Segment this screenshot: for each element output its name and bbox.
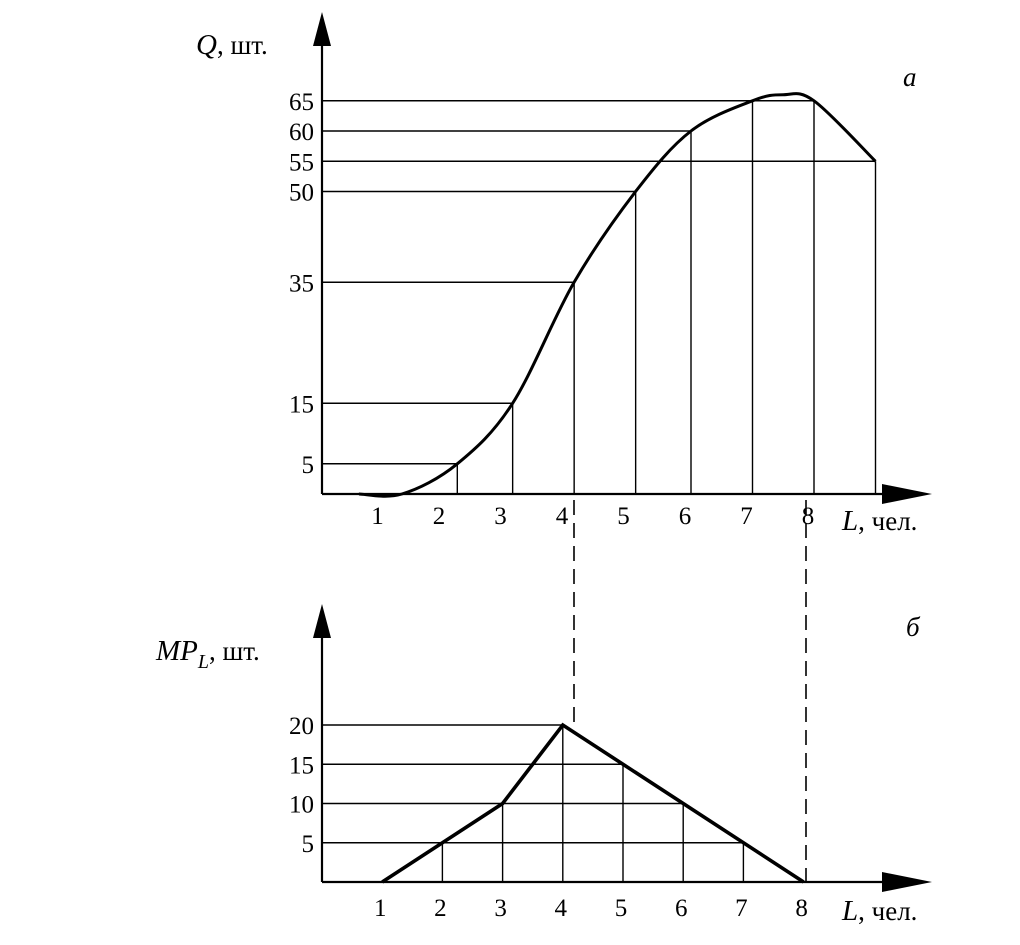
y-tick-labels-a: 5 15 35 50 55 60 65 <box>289 89 314 479</box>
y-axis-title-a: Q, шт. <box>196 29 268 61</box>
y-tick-label-a: 35 <box>289 270 314 297</box>
x-tick-label-b: 8 <box>795 895 808 922</box>
y-axis-title-b: MPL, шт. <box>155 635 260 673</box>
x-tick-label-b: 5 <box>615 895 628 922</box>
x-tick-label-b: 7 <box>735 895 748 922</box>
x-tick-label-b: 6 <box>675 895 688 922</box>
x-tick-label-a: 4 <box>556 503 569 530</box>
panel-label-b: б <box>906 612 921 642</box>
y-tick-label-b: 10 <box>289 792 314 819</box>
y-tick-label-a: 55 <box>289 149 314 176</box>
x-tick-labels-b: 1 2 3 4 5 6 7 8 <box>374 895 808 922</box>
x-tick-label-b: 4 <box>555 895 568 922</box>
x-axis-arrow-a <box>882 484 932 504</box>
y-tick-label-a: 5 <box>302 452 315 479</box>
y-tick-label-a: 50 <box>289 180 314 207</box>
y-tick-label-a: 65 <box>289 89 314 116</box>
x-tick-label-b: 2 <box>434 895 447 922</box>
marginal-product-curve <box>381 722 805 884</box>
x-tick-label-a: 1 <box>371 503 384 530</box>
x-tick-label-a: 3 <box>494 503 507 530</box>
y-tick-label-a: 15 <box>289 391 314 418</box>
reference-lines-a <box>322 100 877 494</box>
y-tick-label-b: 15 <box>289 752 314 779</box>
total-product-curve <box>358 92 877 498</box>
x-tick-label-b: 3 <box>494 895 507 922</box>
y-axis-arrow-a <box>313 12 331 46</box>
x-tick-label-b: 1 <box>374 895 387 922</box>
x-axis-title-b: L, чел. <box>841 895 917 927</box>
panel-label-a: а <box>903 62 917 92</box>
x-tick-label-a: 7 <box>740 503 753 530</box>
x-tick-label-a: 8 <box>802 503 815 530</box>
panel-total-product: 5 15 35 50 55 60 65 1 2 3 4 5 6 7 8 Q, шт. L, чел. а <box>196 12 932 537</box>
x-axis-title-a: L, чел. <box>841 505 917 537</box>
x-tick-label-a: 5 <box>617 503 630 530</box>
x-tick-labels-a: 1 2 3 4 5 6 7 8 <box>371 503 814 530</box>
x-axis-arrow-b <box>882 872 932 892</box>
y-tick-label-a: 60 <box>289 119 314 146</box>
x-tick-label-a: 2 <box>433 503 446 530</box>
y-tick-label-b: 20 <box>289 713 314 740</box>
panel-marginal-product: 5 10 15 20 1 2 3 4 5 6 7 8 MPL, шт. L, чел. б <box>155 604 932 927</box>
y-tick-labels-b: 5 10 15 20 <box>289 713 314 858</box>
y-tick-label-b: 5 <box>302 831 315 858</box>
x-tick-label-a: 6 <box>679 503 692 530</box>
y-axis-arrow-b <box>313 604 331 638</box>
